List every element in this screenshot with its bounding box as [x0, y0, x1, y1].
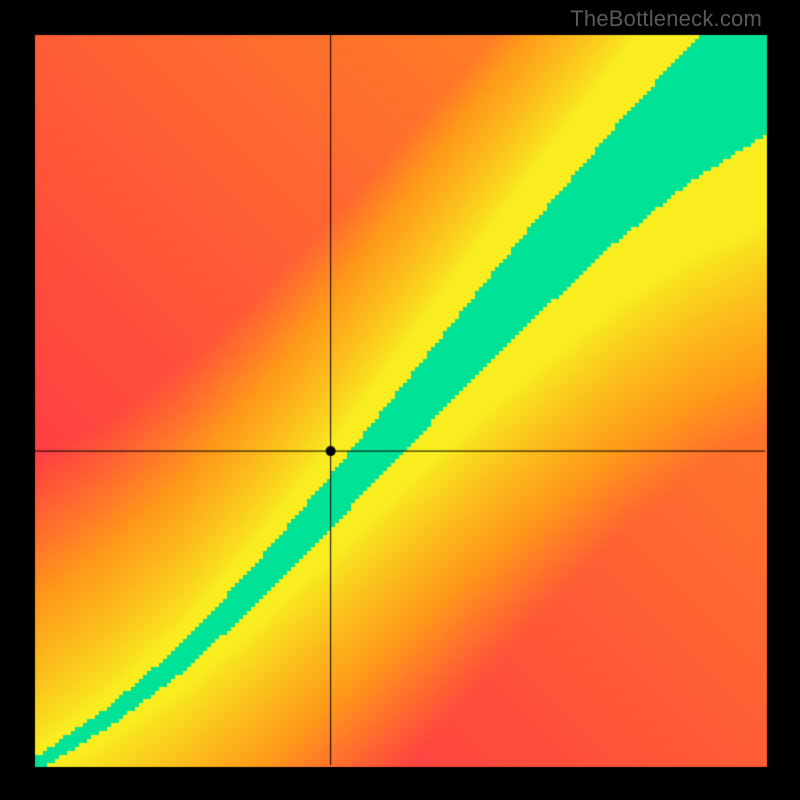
bottleneck-heatmap — [0, 0, 800, 800]
watermark-label: TheBottleneck.com — [570, 6, 762, 32]
